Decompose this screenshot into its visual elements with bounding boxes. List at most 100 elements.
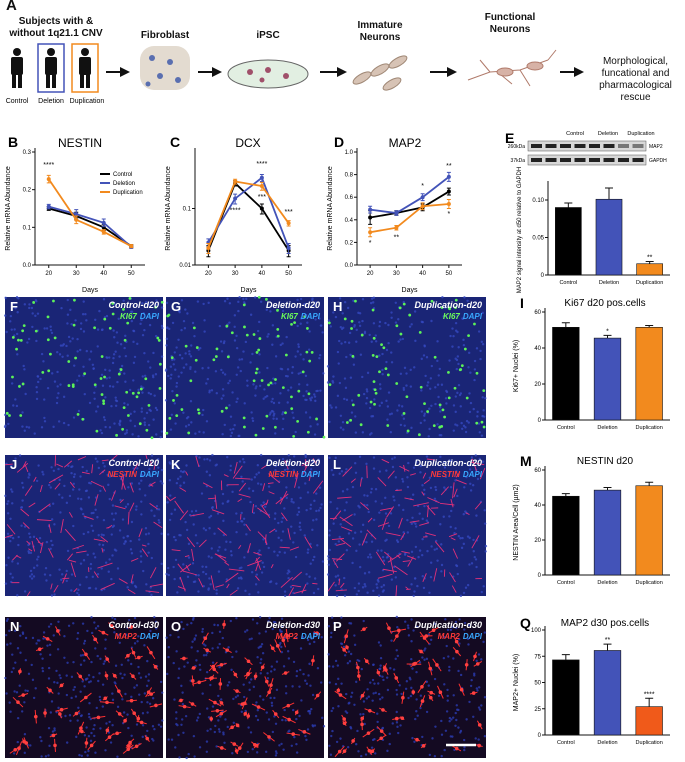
nucleus — [147, 391, 150, 395]
nucleus — [305, 398, 308, 402]
nucleus — [144, 526, 148, 530]
nucleus — [161, 691, 164, 694]
nucleus — [389, 667, 392, 670]
nucleus — [406, 531, 410, 534]
nucleus — [427, 435, 430, 438]
nucleus — [37, 380, 40, 384]
ki67-cell — [165, 431, 169, 435]
nucleus — [331, 665, 335, 668]
nucleus — [371, 738, 375, 742]
ki67-cell — [386, 424, 390, 427]
nucleus — [458, 618, 461, 621]
nucleus — [474, 454, 477, 457]
nucleus — [228, 302, 232, 305]
ki67-cell — [408, 313, 412, 317]
nestin-fiber — [293, 589, 307, 594]
nucleus — [344, 710, 347, 713]
nucleus — [374, 752, 377, 755]
nucleus — [419, 471, 422, 474]
ki67-cell — [46, 338, 50, 342]
ki67-cell — [100, 355, 104, 358]
nucleus — [215, 588, 218, 592]
nucleus — [4, 314, 7, 317]
ki67-cell — [327, 321, 331, 325]
nucleus — [150, 509, 153, 512]
nucleus — [416, 625, 419, 629]
nucleus — [9, 572, 12, 576]
nucleus — [339, 414, 343, 417]
nucleus — [180, 299, 184, 302]
ki67-cell — [273, 425, 277, 429]
nucleus — [110, 577, 113, 581]
nucleus — [108, 497, 111, 501]
nucleus — [221, 492, 225, 496]
nucleus — [120, 663, 123, 666]
y-tick-label: 60 — [534, 310, 541, 316]
nucleus — [220, 350, 224, 353]
nucleus — [30, 573, 34, 576]
nucleus — [219, 715, 222, 718]
nucleus — [411, 667, 414, 670]
nucleus — [425, 657, 429, 661]
nucleus — [372, 589, 375, 593]
map2-soma — [315, 631, 319, 636]
nestin-fiber — [367, 517, 373, 523]
nucleus — [172, 535, 176, 539]
nucleus — [416, 714, 419, 717]
ki67-cell — [260, 379, 264, 382]
nucleus — [251, 352, 254, 356]
nucleus — [36, 312, 40, 315]
nucleus — [124, 505, 128, 509]
nucleus — [343, 594, 347, 597]
stain-label: KI67 DAPI — [281, 312, 321, 321]
nucleus — [309, 684, 312, 687]
nucleus — [56, 396, 59, 399]
nucleus — [414, 339, 417, 343]
nucleus — [58, 493, 61, 496]
nucleus — [80, 754, 84, 758]
nucleus — [334, 456, 337, 460]
nucleus — [111, 724, 114, 727]
outcome-label: Morphological, funcational and pharmacol… — [599, 56, 672, 103]
nucleus — [297, 506, 300, 510]
map2-soma — [291, 732, 296, 736]
ki67-cell — [245, 333, 249, 337]
nucleus — [55, 669, 58, 673]
nucleus — [57, 467, 60, 471]
x-tick-label: 50 — [446, 271, 453, 277]
nucleus — [458, 393, 462, 397]
nucleus — [6, 643, 9, 646]
nucleus — [182, 411, 185, 414]
nucleus — [239, 369, 242, 373]
map2-soma — [411, 690, 416, 694]
nucleus — [76, 350, 79, 353]
map2-soma — [344, 634, 349, 639]
nucleus — [223, 741, 226, 745]
nucleus — [456, 572, 459, 576]
nucleus — [382, 559, 386, 562]
chart-title: DCX — [235, 136, 260, 150]
nucleus — [427, 633, 431, 636]
nucleus — [449, 525, 452, 529]
nucleus — [249, 731, 253, 734]
nucleus — [297, 343, 300, 346]
nestin-fiber — [225, 572, 239, 583]
nucleus — [471, 484, 475, 487]
nucleus — [457, 535, 461, 538]
nucleus — [269, 305, 273, 308]
y-tick-label: 50 — [534, 681, 541, 687]
nucleus — [150, 556, 154, 560]
nucleus — [61, 355, 64, 358]
nucleus — [464, 586, 468, 589]
blot-strip — [527, 140, 647, 152]
nucleus — [335, 740, 339, 744]
nucleus — [47, 666, 51, 670]
nucleus — [56, 370, 59, 374]
nucleus — [287, 569, 290, 572]
nucleus — [72, 475, 76, 479]
nucleus — [87, 531, 90, 534]
nucleus — [89, 739, 93, 743]
nucleus — [206, 377, 210, 381]
image-label: Deletion-d30 — [266, 620, 320, 630]
nucleus — [359, 353, 363, 356]
